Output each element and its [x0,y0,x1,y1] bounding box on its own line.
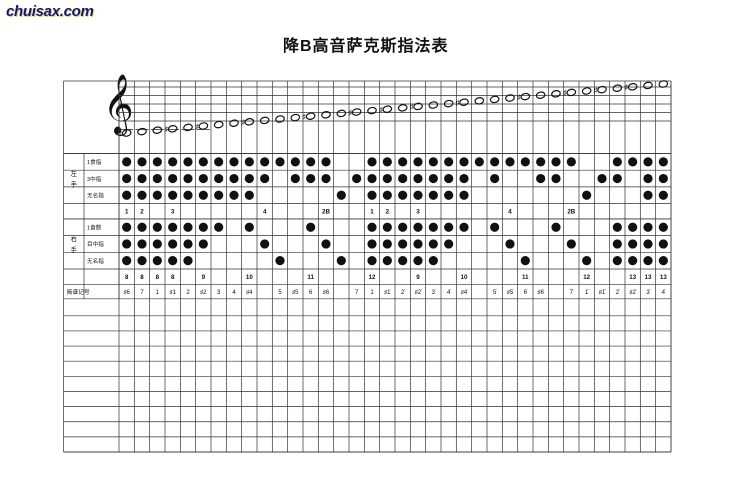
svg-text:12: 12 [583,274,590,281]
svg-text:♯4̇: ♯4̇ [461,289,468,296]
svg-text:♯1: ♯1 [169,289,176,296]
svg-text:♯1̇: ♯1̇ [384,289,391,296]
svg-text:1: 1 [156,290,160,296]
svg-text:3̈: 3̈ [646,290,650,296]
svg-text:♯5̇: ♯5̇ [507,289,514,296]
svg-text:5: 5 [278,290,282,296]
svg-text:♯: ♯ [410,102,414,111]
svg-text:7: 7 [140,290,144,296]
svg-text:♯: ♯ [164,125,168,134]
svg-text:目中指: 目中指 [87,240,104,248]
svg-text:♯6: ♯6 [123,289,130,296]
svg-text:3中指: 3中指 [87,175,102,183]
svg-text:2̇: 2̇ [401,290,405,296]
svg-text:1: 1 [125,209,129,216]
svg-text:11: 11 [307,274,314,281]
svg-text:1食指: 1食指 [87,158,102,166]
svg-text:1: 1 [370,209,374,216]
svg-text:4: 4 [232,290,236,296]
svg-text:7: 7 [355,290,359,296]
svg-text:右: 右 [71,234,77,243]
svg-text:2B: 2B [322,209,330,216]
svg-text:11: 11 [522,274,529,281]
svg-text:9: 9 [416,274,420,281]
svg-text:4̇: 4̇ [447,290,451,296]
svg-text:1食数: 1食数 [87,223,102,231]
svg-text:♯: ♯ [348,108,352,117]
svg-text:♯2̇: ♯2̇ [415,289,422,296]
svg-text:♯4: ♯4 [246,289,253,296]
svg-text:4: 4 [508,209,512,216]
svg-text:10: 10 [461,274,468,281]
svg-text:♯: ♯ [624,83,628,92]
svg-text:8: 8 [171,274,175,281]
svg-text:♯: ♯ [379,105,383,114]
svg-text:6: 6 [309,290,313,296]
svg-text:手: 手 [71,180,77,189]
svg-text:♯: ♯ [241,118,245,127]
svg-text:3: 3 [217,290,221,296]
svg-text:左: 左 [71,169,77,178]
svg-text:♯: ♯ [302,112,306,121]
svg-text:10: 10 [246,274,253,281]
svg-text:4̈: 4̈ [662,290,666,296]
svg-text:♯: ♯ [594,85,598,94]
svg-text:12: 12 [369,274,376,281]
svg-text:13: 13 [645,274,652,281]
svg-text:♯1̈: ♯1̈ [599,289,606,296]
svg-text:♯: ♯ [195,122,199,131]
svg-text:4: 4 [263,209,267,216]
svg-text:8: 8 [125,274,129,281]
svg-text:5̇: 5̇ [493,290,497,296]
svg-text:♯: ♯ [456,98,460,107]
svg-text:3: 3 [416,209,420,216]
svg-text:简谱记号: 简谱记号 [67,288,90,296]
svg-text:8: 8 [156,274,160,281]
svg-text:2: 2 [140,209,144,216]
svg-text:♯2: ♯2 [200,289,207,296]
svg-text:8: 8 [140,274,144,281]
svg-text:♯: ♯ [118,129,122,138]
svg-text:♯: ♯ [517,92,521,101]
svg-text:♯: ♯ [563,88,567,97]
svg-text:2: 2 [386,209,390,216]
svg-text:1̈: 1̈ [585,290,589,296]
svg-text:9: 9 [202,274,206,281]
svg-text:6̇: 6̇ [524,290,528,296]
svg-text:♯6̇: ♯6̇ [537,289,544,296]
svg-text:13: 13 [629,274,636,281]
svg-text:无名指: 无名指 [87,257,104,265]
svg-text:无名指: 无名指 [87,191,104,199]
svg-text:♯5: ♯5 [292,289,299,296]
svg-text:7̇: 7̇ [570,290,574,296]
svg-text:2̈: 2̈ [616,290,620,296]
svg-text:3: 3 [171,209,175,216]
svg-text:3̇: 3̇ [432,290,436,296]
svg-text:♯2̈: ♯2̈ [629,289,636,296]
svg-text:手: 手 [71,245,77,254]
svg-text:♯6: ♯6 [323,289,330,296]
svg-text:2: 2 [186,290,190,296]
svg-text:2B: 2B [567,209,575,216]
svg-text:13: 13 [660,274,667,281]
svg-text:1̇: 1̇ [370,290,374,296]
